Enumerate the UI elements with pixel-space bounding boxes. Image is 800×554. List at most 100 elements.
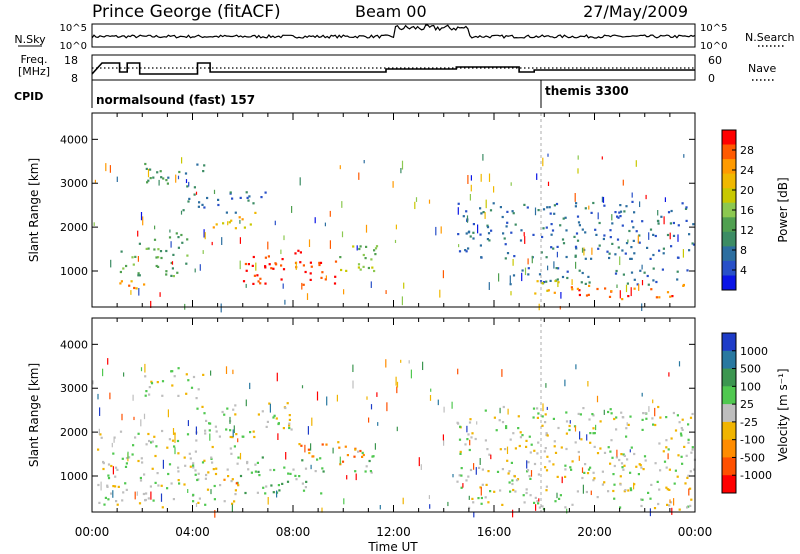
data-cell — [524, 236, 526, 244]
data-cell — [475, 467, 477, 475]
data-cell — [252, 255, 255, 259]
data-cell — [592, 479, 595, 482]
data-cell — [102, 368, 104, 377]
data-cell — [555, 267, 558, 270]
data-cell — [233, 425, 235, 434]
data-cell — [477, 497, 480, 500]
data-cell — [359, 268, 362, 271]
data-cell — [146, 181, 149, 184]
data-cell — [308, 239, 311, 247]
data-cell — [144, 394, 147, 397]
data-cell — [102, 467, 105, 471]
data-cell — [321, 467, 324, 470]
data-cell — [490, 229, 493, 232]
data-cell — [612, 473, 615, 476]
data-cell — [566, 270, 569, 273]
data-cell — [113, 436, 115, 443]
data-cell — [471, 432, 474, 435]
data-cell — [612, 489, 615, 493]
data-cell — [622, 416, 625, 419]
data-cell — [644, 412, 647, 415]
data-cell — [578, 269, 581, 272]
nave-tick-high: 60 — [708, 54, 722, 67]
data-cell — [325, 275, 327, 279]
data-cell — [370, 404, 373, 410]
data-cell — [485, 483, 488, 486]
freq-tick-low: 8 — [71, 72, 78, 85]
data-cell — [551, 229, 555, 232]
data-cell — [131, 256, 134, 259]
data-cell — [147, 497, 150, 500]
data-cell — [234, 227, 237, 230]
data-cell — [523, 501, 526, 504]
data-cell — [533, 449, 536, 452]
data-cell — [130, 290, 132, 295]
data-cell — [542, 281, 546, 284]
data-cell — [451, 401, 453, 409]
data-cell — [589, 441, 592, 444]
data-cell — [666, 488, 669, 491]
data-cell — [119, 430, 123, 433]
data-cell — [245, 269, 248, 272]
data-cell — [556, 278, 559, 281]
cpid-segment-2: themis 3300 — [545, 84, 629, 98]
data-cell — [529, 451, 532, 454]
data-cell — [608, 256, 611, 260]
data-cell — [154, 481, 157, 484]
data-cell — [560, 446, 563, 449]
data-cell — [116, 503, 119, 506]
data-cell — [485, 199, 487, 209]
data-cell — [542, 227, 545, 230]
data-cell — [365, 245, 368, 248]
data-cell — [428, 495, 430, 500]
data-cell — [443, 439, 445, 446]
data-cell — [651, 417, 654, 420]
data-cell — [523, 203, 526, 206]
data-cell — [652, 423, 655, 426]
data-cell — [468, 421, 472, 424]
data-cell — [545, 489, 548, 492]
data-cell — [280, 264, 283, 267]
data-cell — [619, 210, 623, 213]
data-cell — [321, 271, 324, 274]
data-cell — [304, 270, 307, 274]
data-cell — [203, 164, 206, 167]
data-cell — [514, 223, 517, 226]
data-cell — [170, 241, 172, 248]
data-cell — [304, 444, 306, 453]
data-cell — [541, 505, 544, 508]
data-cell — [464, 443, 467, 446]
data-cell — [260, 196, 263, 199]
data-cell — [481, 483, 484, 486]
data-cell — [676, 270, 679, 273]
data-cell — [166, 446, 169, 449]
data-cell — [630, 489, 633, 492]
data-cell — [429, 504, 431, 509]
data-cell — [150, 441, 153, 444]
data-cell — [655, 296, 658, 299]
data-cell — [609, 236, 612, 239]
data-cell — [422, 361, 424, 371]
data-cell — [363, 160, 365, 164]
data-cell — [571, 279, 573, 286]
data-cell — [132, 394, 134, 401]
data-cell — [256, 461, 259, 464]
data-cell — [316, 391, 319, 401]
data-cell — [361, 455, 364, 458]
data-cell — [648, 232, 650, 240]
data-cell — [598, 221, 601, 225]
data-cell — [284, 406, 287, 410]
data-cell — [647, 283, 650, 286]
data-cell — [149, 168, 152, 171]
data-cell — [121, 413, 123, 421]
data-cell — [408, 360, 410, 364]
data-cell — [606, 250, 609, 253]
data-cell — [187, 420, 189, 427]
data-cell — [609, 229, 612, 232]
data-cell — [641, 428, 644, 431]
data-cell — [591, 247, 593, 255]
data-cell — [352, 245, 355, 248]
data-cell — [143, 283, 146, 286]
colorbar-swatch — [722, 260, 736, 276]
data-cell — [457, 207, 459, 215]
